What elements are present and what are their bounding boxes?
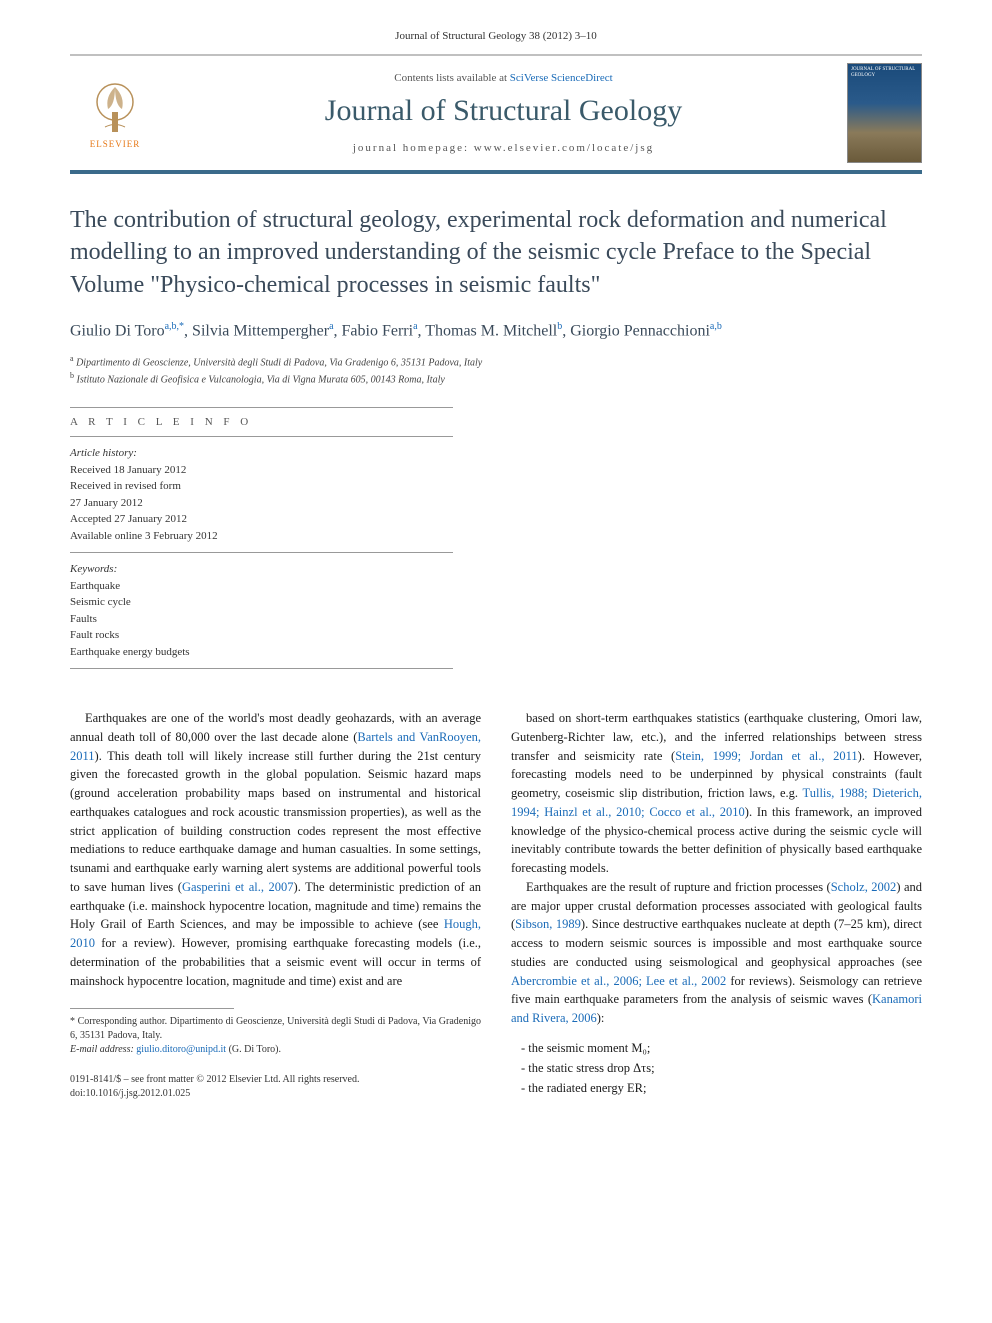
history-label: Article history: bbox=[70, 445, 453, 462]
list-item: the radiated energy ER; bbox=[521, 1078, 922, 1098]
homepage-url[interactable]: www.elsevier.com/locate/jsg bbox=[474, 142, 654, 154]
elsevier-tree-icon bbox=[90, 77, 140, 137]
keyword-item: Earthquake bbox=[70, 578, 453, 595]
journal-name: Journal of Structural Geology bbox=[160, 94, 847, 128]
contents-prefix: Contents lists available at bbox=[394, 72, 509, 84]
doi-line: doi:10.1016/j.jsg.2012.01.025 bbox=[70, 1087, 481, 1101]
body-columns: Earthquakes are one of the world's most … bbox=[70, 709, 922, 1101]
body-paragraph: Earthquakes are the result of rupture an… bbox=[511, 878, 922, 1028]
publisher-logo[interactable]: ELSEVIER bbox=[70, 63, 160, 163]
publisher-name: ELSEVIER bbox=[90, 139, 141, 149]
body-paragraph: based on short-term earthquakes statisti… bbox=[511, 709, 922, 878]
authors-line: Giulio Di Toroa,b,*, Silvia Mittemperghe… bbox=[70, 321, 922, 340]
keywords-label: Keywords: bbox=[70, 561, 453, 578]
sciverse-link[interactable]: SciVerse ScienceDirect bbox=[510, 72, 613, 84]
email-label: E-mail address: bbox=[70, 1044, 136, 1055]
article-info-section: A R T I C L E I N F O Article history: R… bbox=[70, 407, 453, 669]
list-item: the seismic moment M₀; bbox=[521, 1038, 922, 1058]
body-paragraph: Earthquakes are one of the world's most … bbox=[70, 709, 481, 990]
journal-homepage: journal homepage: www.elsevier.com/locat… bbox=[160, 142, 847, 154]
keyword-item: Fault rocks bbox=[70, 627, 453, 644]
article-history: Article history: Received 18 January 201… bbox=[70, 445, 453, 544]
history-line: 27 January 2012 bbox=[70, 495, 453, 512]
email-link[interactable]: giulio.ditoro@unipd.it bbox=[136, 1044, 226, 1055]
citation-header: Journal of Structural Geology 38 (2012) … bbox=[70, 30, 922, 42]
corresponding-author: * Corresponding author. Dipartimento di … bbox=[70, 1015, 481, 1043]
journal-header-bar: ELSEVIER Contents lists available at Sci… bbox=[70, 54, 922, 174]
email-name: (G. Di Toro). bbox=[226, 1044, 281, 1055]
history-line: Received 18 January 2012 bbox=[70, 462, 453, 479]
footnotes: * Corresponding author. Dipartimento di … bbox=[70, 1015, 481, 1057]
column-left: Earthquakes are one of the world's most … bbox=[70, 709, 481, 1101]
keyword-item: Earthquake energy budgets bbox=[70, 644, 453, 661]
journal-cover-thumbnail[interactable]: JOURNAL OF STRUCTURAL GEOLOGY bbox=[847, 63, 922, 163]
journal-center-block: Contents lists available at SciVerse Sci… bbox=[160, 72, 847, 154]
history-line: Accepted 27 January 2012 bbox=[70, 511, 453, 528]
history-line: Available online 3 February 2012 bbox=[70, 528, 453, 545]
cover-label: JOURNAL OF STRUCTURAL GEOLOGY bbox=[848, 64, 921, 82]
footnote-separator bbox=[70, 1008, 234, 1009]
column-right: based on short-term earthquakes statisti… bbox=[511, 709, 922, 1101]
keyword-item: Faults bbox=[70, 611, 453, 628]
article-info-header: A R T I C L E I N F O bbox=[70, 416, 453, 428]
history-line: Received in revised form bbox=[70, 478, 453, 495]
article-title: The contribution of structural geology, … bbox=[70, 204, 922, 301]
parameter-list: the seismic moment M₀;the static stress … bbox=[521, 1038, 922, 1098]
keyword-item: Seismic cycle bbox=[70, 594, 453, 611]
homepage-prefix: journal homepage: bbox=[353, 142, 474, 154]
copyright-footer: 0191-8141/$ – see front matter © 2012 El… bbox=[70, 1073, 481, 1101]
keywords-block: Keywords: EarthquakeSeismic cycleFaultsF… bbox=[70, 561, 453, 660]
issn-line: 0191-8141/$ – see front matter © 2012 El… bbox=[70, 1073, 481, 1087]
list-item: the static stress drop Δτs; bbox=[521, 1058, 922, 1078]
affiliations-block: a Dipartimento di Geoscienze, Università… bbox=[70, 353, 922, 388]
contents-available-line: Contents lists available at SciVerse Sci… bbox=[160, 72, 847, 84]
